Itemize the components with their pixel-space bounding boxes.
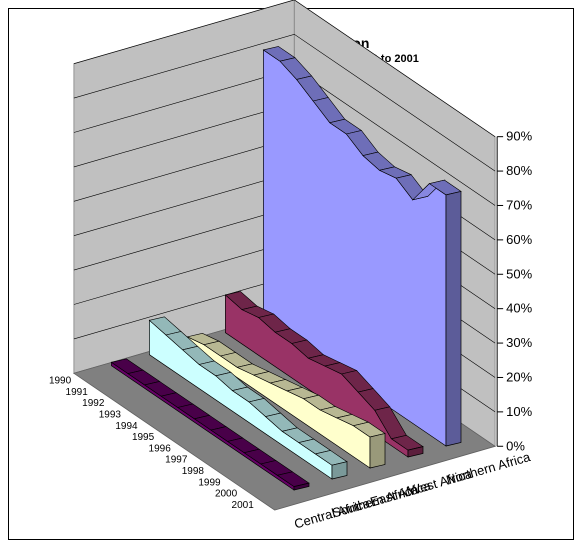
year-tick-label: 1992 xyxy=(82,398,105,409)
year-tick-label: 1995 xyxy=(132,432,155,443)
series-central-africa xyxy=(110,358,310,491)
year-tick-label: 2000 xyxy=(215,489,238,500)
year-tick-label: 2001 xyxy=(232,500,255,511)
year-tick-label: 1996 xyxy=(149,443,172,454)
value-tick-label: 40% xyxy=(506,301,532,316)
year-tick-label: 1990 xyxy=(49,376,72,387)
series-west-africa xyxy=(224,291,424,458)
series-end-cap xyxy=(293,482,310,491)
gridline xyxy=(73,0,496,137)
series-east-africa xyxy=(186,332,386,469)
value-tick-label: 80% xyxy=(506,163,532,178)
year-tick-label: 1997 xyxy=(165,455,188,466)
year-tick-label: 1994 xyxy=(115,421,138,432)
year-tick-label: 1999 xyxy=(198,477,221,488)
value-tick-label: 0% xyxy=(506,438,525,453)
value-tick-label: 60% xyxy=(506,232,532,247)
year-tick-label: 1991 xyxy=(66,387,89,398)
series-end-cap xyxy=(445,190,462,447)
series-end-cap xyxy=(331,461,348,480)
series-end-cap xyxy=(407,446,424,458)
value-tick-label: 90% xyxy=(506,129,532,144)
value-tick-label: 10% xyxy=(506,404,532,419)
value-tick-label: 20% xyxy=(506,369,532,384)
value-tick-label: 70% xyxy=(506,197,532,212)
series-southern-africa xyxy=(148,316,348,480)
value-tick-label: 50% xyxy=(506,266,532,281)
series-end-cap xyxy=(369,433,386,469)
gridline xyxy=(73,33,496,172)
year-tick-label: 1998 xyxy=(182,466,205,477)
value-tick-label: 30% xyxy=(506,335,532,350)
year-tick-label: 1993 xyxy=(99,410,122,421)
